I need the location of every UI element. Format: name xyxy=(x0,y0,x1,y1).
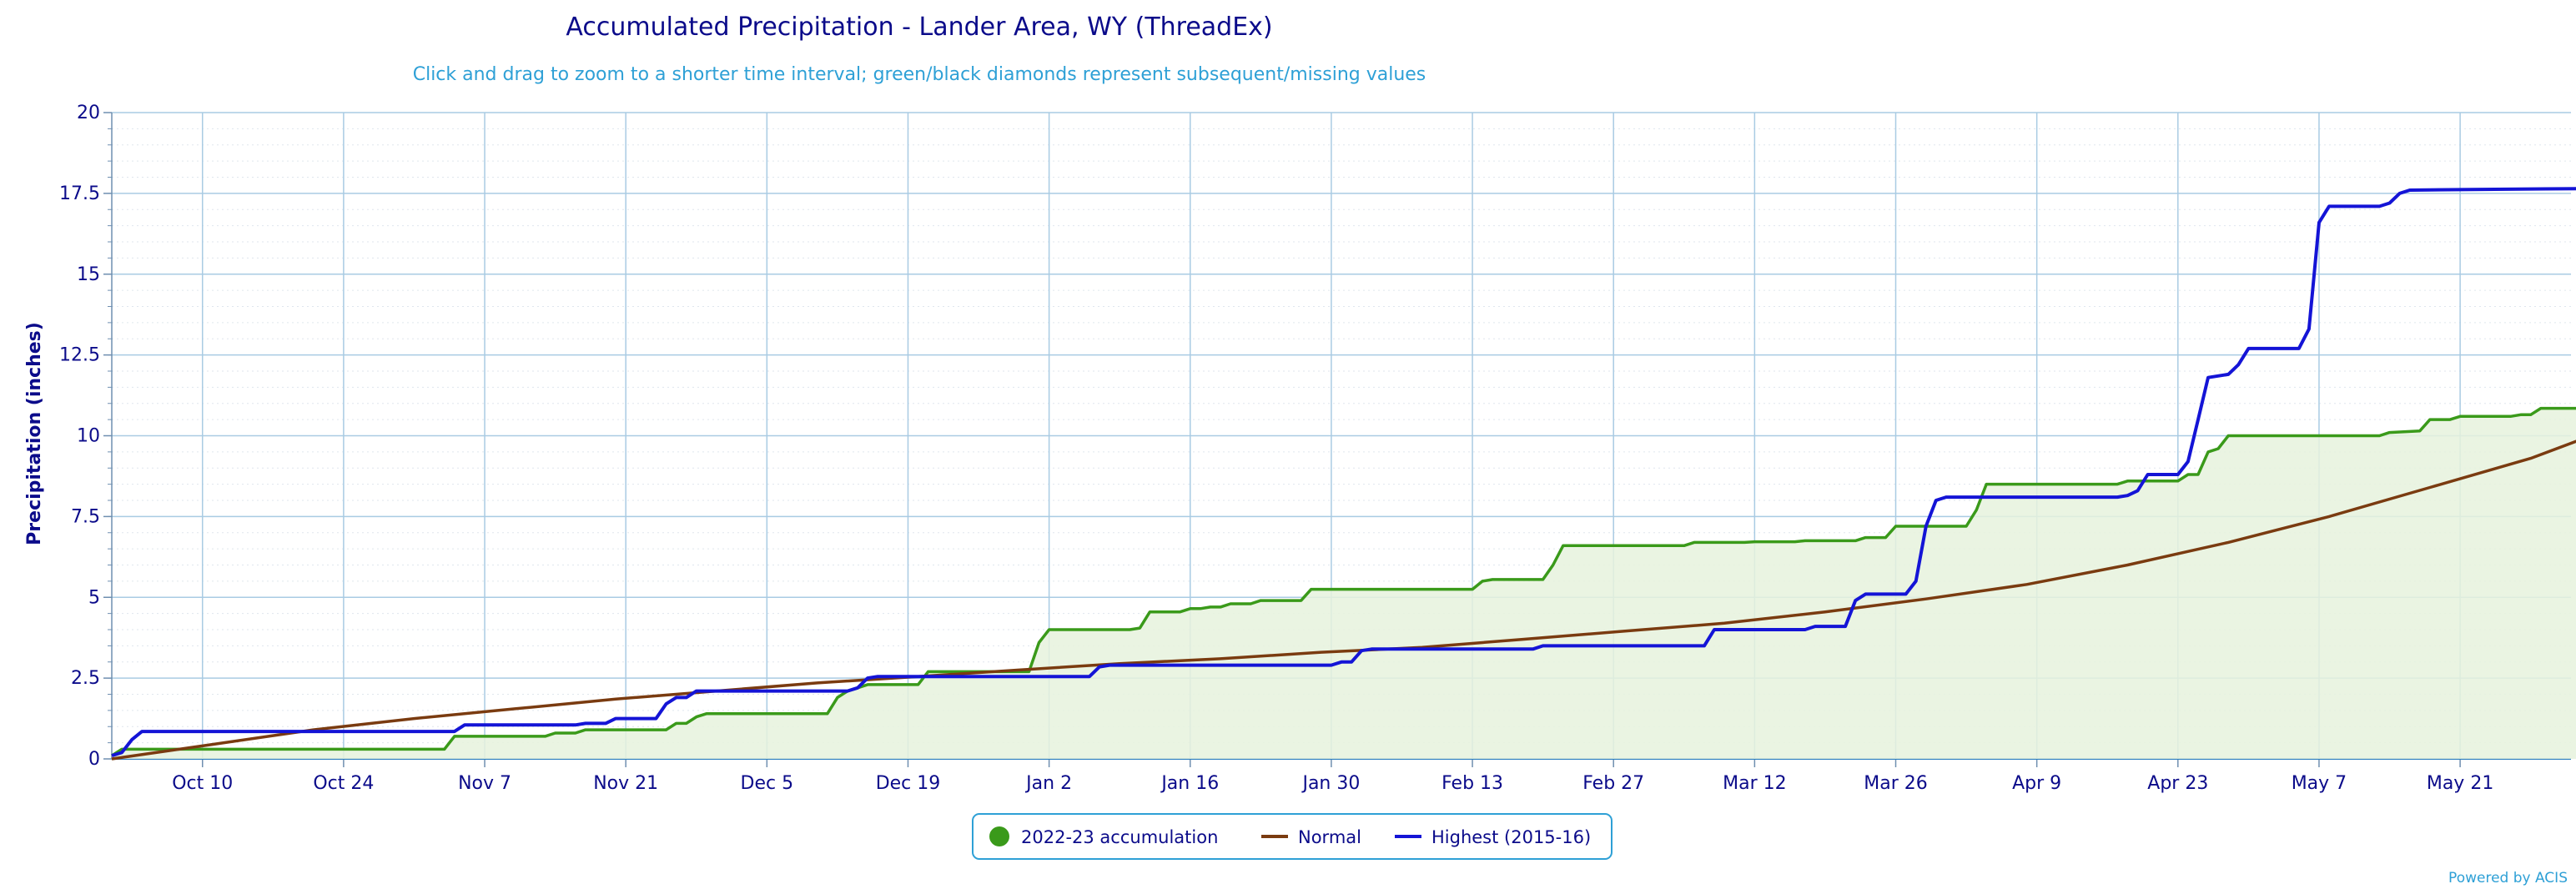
x-tick-label: Apr 9 xyxy=(2012,773,2061,794)
x-tick-label: Jan 30 xyxy=(1301,773,1360,794)
series-area-accumulation xyxy=(112,408,2576,759)
legend-item-normal[interactable]: Normal xyxy=(1261,827,1361,847)
y-tick-label: 2.5 xyxy=(71,668,100,689)
x-tick-label: Jan 16 xyxy=(1160,773,1219,794)
x-tick-label: Oct 10 xyxy=(172,773,233,794)
legend-label-normal: Normal xyxy=(1298,827,1361,847)
y-tick-label: 17.5 xyxy=(59,183,100,204)
x-tick-label: Mar 12 xyxy=(1723,773,1787,794)
chart-title: Accumulated Precipitation - Lander Area,… xyxy=(566,13,1272,42)
x-tick-label: Jan 2 xyxy=(1024,773,1072,794)
x-tick-label: Feb 13 xyxy=(1441,773,1503,794)
legend-item-accumulation[interactable]: 2022-23 accumulation xyxy=(989,826,1218,847)
x-tick-label: May 21 xyxy=(2427,773,2493,794)
x-tick-label: Nov 21 xyxy=(593,773,658,794)
x-tick-label: Oct 24 xyxy=(313,773,374,794)
x-tick-label: May 7 xyxy=(2292,773,2347,794)
plot-area[interactable]: 0 2.5 5 7.5 10 12.5 15 17.5 20 Oct 10 Oct 24 Nov 7 N… xyxy=(59,103,2576,794)
y-tick-label: 12.5 xyxy=(59,345,100,366)
x-tick-label: Dec 19 xyxy=(876,773,941,794)
y-tick-label: 0 xyxy=(88,749,100,770)
y-tick-label: 10 xyxy=(77,426,100,447)
y-tick-label: 15 xyxy=(77,264,100,285)
y-tick-label: 5 xyxy=(88,587,100,608)
x-tick-label: Apr 23 xyxy=(2147,773,2208,794)
legend-label-highest: Highest (2015-16) xyxy=(1431,827,1591,847)
x-tick-label: Mar 26 xyxy=(1864,773,1928,794)
legend: 2022-23 accumulation Normal Highest (201… xyxy=(972,813,1613,860)
x-tick-label: Nov 7 xyxy=(458,773,511,794)
series-line-accumulation[interactable] xyxy=(111,397,2576,757)
legend-marker-accumulation xyxy=(989,826,1009,846)
x-tick-label: Dec 5 xyxy=(741,773,794,794)
credit-link[interactable]: Powered by ACIS xyxy=(2448,870,2568,886)
y-axis-label: Precipitation (inches) xyxy=(24,322,45,545)
series-line-highest[interactable] xyxy=(111,187,2576,758)
legend-item-highest[interactable]: Highest (2015-16) xyxy=(1395,827,1591,847)
y-tick-label: 20 xyxy=(77,103,100,123)
legend-label-accumulation: 2022-23 accumulation xyxy=(1021,827,1218,847)
x-tick-label: Feb 27 xyxy=(1582,773,1644,794)
legend-box xyxy=(972,813,1613,860)
chart-subtitle: Click and drag to zoom to a shorter time… xyxy=(413,64,1426,85)
y-tick-label: 7.5 xyxy=(71,506,100,527)
